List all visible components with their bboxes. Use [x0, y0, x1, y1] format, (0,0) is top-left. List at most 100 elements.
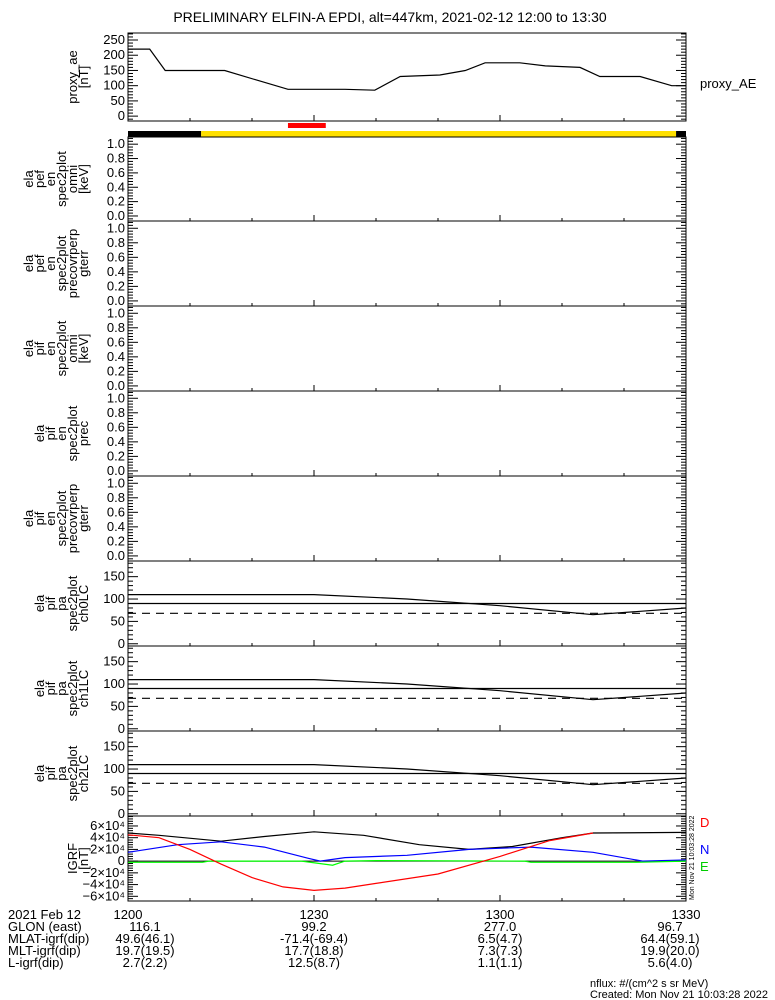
ephemeris-row-label: L-igrf(dip)	[8, 955, 64, 970]
y-axis-label-line: ela	[21, 170, 36, 188]
y-tick-label: 50	[111, 698, 125, 713]
y-tick-label: 2×10⁴	[90, 841, 125, 856]
y-axis-label-line: precovrperp	[65, 229, 80, 298]
panel-orbit_bar	[128, 123, 686, 137]
y-tick-label: 0.2	[107, 363, 125, 378]
y-axis-label-line: gterr	[76, 249, 91, 276]
y-axis-label-line: pif	[32, 511, 47, 525]
y-tick-label: 0.2	[107, 194, 125, 209]
science-zone-bar	[287, 123, 326, 128]
y-tick-label: −6×10⁴	[83, 888, 125, 903]
y-axis-label-line: ch0LC	[76, 585, 91, 623]
y-axis-label-line: gterr	[76, 504, 91, 531]
igrf-legend-n: N	[700, 842, 709, 857]
orbit-bar-sunlit	[201, 131, 677, 137]
y-tick-label: 50	[111, 783, 125, 798]
y-axis-label-line: proxy_ae	[65, 50, 80, 103]
y-axis-label-line: en	[43, 256, 58, 270]
y-axis-label-line: [nT]	[76, 847, 91, 869]
ephemeris-value: 2.7(2.2)	[123, 955, 168, 970]
ephemeris-value: 6.5(4.7)	[478, 931, 523, 946]
y-axis-label-line: ch1LC	[76, 670, 91, 708]
ephemeris-table: 2021 Feb 12 1200 1230 1300 1330 GLON (east) 11…	[8, 907, 700, 970]
y-tick-label: 4×10⁴	[90, 830, 125, 845]
y-tick-label: 0.8	[107, 320, 125, 335]
proxy-ae-legend: proxy_AE	[700, 76, 757, 91]
y-tick-label: 0.4	[107, 434, 125, 449]
ephemeris-value: -71.4(-69.4)	[280, 931, 348, 946]
ephemeris-value: 1330	[672, 907, 701, 922]
y-axis-label-line: spec2plot	[54, 490, 69, 546]
y-axis-label-line: en	[43, 172, 58, 186]
igrf-legend-d: D	[700, 815, 709, 830]
y-axis-label-line: spec2plot	[54, 151, 69, 207]
y-tick-label: 6×10⁴	[90, 818, 125, 833]
panel-ela_pif_omni: 0.00.20.40.60.81.0 elapifenspec2plotomni[…	[21, 305, 687, 393]
ephemeris-value: 1300	[486, 907, 515, 922]
y-tick-label: 200	[103, 47, 125, 62]
y-axis-label-line: spec2plot	[65, 575, 80, 631]
y-axis-label-line: spec2plot	[54, 235, 69, 291]
y-axis-label-line: pif	[43, 681, 58, 695]
ephemeris-value: 1200	[114, 907, 143, 922]
y-axis-label-line: ela	[32, 679, 47, 697]
y-axis-label-line: IGRF	[65, 843, 80, 874]
plot-panels: 050100150200250proxy_ae[nT]0.00.20.40.60…	[21, 32, 687, 903]
y-tick-label: 50	[111, 93, 125, 108]
y-tick-label: 0	[118, 636, 125, 651]
y-axis-label-line: ela	[21, 339, 36, 357]
series-E	[128, 859, 687, 866]
y-axis-label-line: pif	[32, 341, 47, 355]
y-tick-label: 0.6	[107, 334, 125, 349]
y-axis-label: proxy_ae[nT]	[65, 50, 91, 103]
y-tick-label: 0.4	[107, 179, 125, 194]
y-tick-label: 0.4	[107, 264, 125, 279]
ephemeris-value: 49.6(46.1)	[115, 931, 174, 946]
y-tick-label: 0	[118, 806, 125, 821]
y-tick-label: 100	[103, 78, 125, 93]
y-tick-label: 0.0	[107, 208, 125, 223]
panel-ela_pef_precovrperp: 0.00.20.40.60.81.0 elapefenspec2plotpreco…	[21, 220, 687, 308]
ephemeris-value: 17.7(18.8)	[284, 943, 343, 958]
y-axis-label-line: pa	[54, 766, 69, 781]
y-tick-label: −4×10⁴	[83, 877, 125, 892]
y-axis-label-line: spec2plot	[54, 320, 69, 376]
orbit-bar-eclipse	[676, 131, 686, 137]
y-tick-label: 150	[103, 654, 125, 669]
y-axis-label-line: pif	[43, 766, 58, 780]
ephemeris-row-label: 2021 Feb 12	[8, 907, 81, 922]
y-axis-label-line: en	[43, 511, 58, 525]
y-tick-label: 150	[103, 739, 125, 754]
ephemeris-value: 5.6(4.0)	[648, 955, 693, 970]
ephemeris-value: 1.1(1.1)	[478, 955, 523, 970]
y-tick-label: 0.0	[107, 548, 125, 563]
y-axis-label-line: spec2plot	[65, 660, 80, 716]
y-tick-label: 0.8	[107, 151, 125, 166]
y-axis-label-line: [keV]	[76, 334, 91, 364]
y-tick-label: 0.6	[107, 249, 125, 264]
y-tick-label: 0.4	[107, 349, 125, 364]
y-tick-label: 1.0	[107, 475, 125, 490]
ephemeris-value: 12.5(8.7)	[288, 955, 340, 970]
y-tick-label: 1.0	[107, 305, 125, 320]
panel-ela_pif_precovrperp: 0.00.20.40.60.81.0 elapifenspec2plotpreco…	[21, 475, 687, 563]
ephemeris-row-label: MLT-igrf(dip)	[8, 943, 81, 958]
created-label: Created: Mon Nov 21 10:03:28 2022	[590, 989, 768, 1000]
series-N	[127, 841, 687, 862]
ephemeris-value: 19.9(20.0)	[640, 943, 699, 958]
y-axis-label-line: ela	[21, 509, 36, 527]
y-tick-label: 0.8	[107, 490, 125, 505]
y-tick-label: 100	[103, 591, 125, 606]
y-axis-label-line: spec2plot	[65, 745, 80, 801]
y-axis-label-line: prec	[76, 420, 91, 446]
y-tick-label: 0.2	[107, 448, 125, 463]
y-tick-label: 0.0	[107, 463, 125, 478]
y-tick-label: 0	[118, 721, 125, 736]
